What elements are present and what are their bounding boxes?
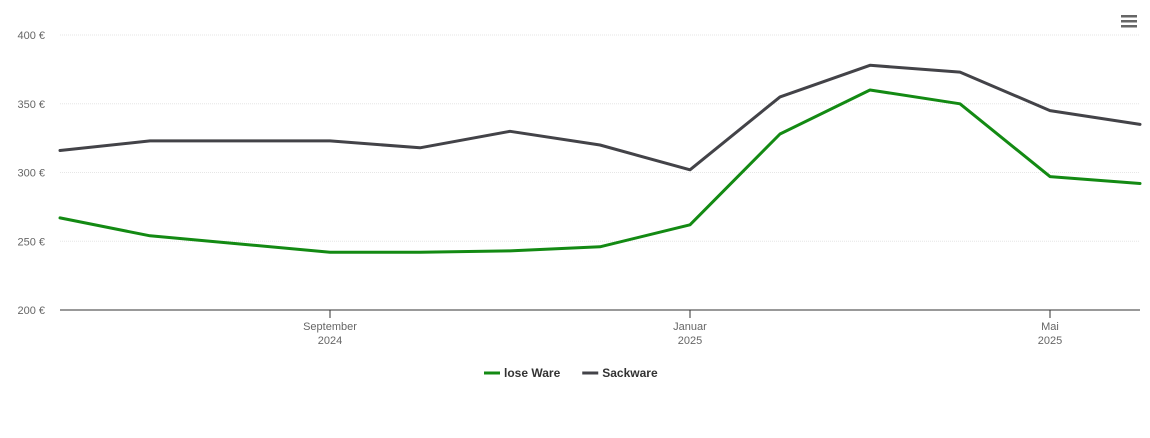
y-tick-label: 350 € [17, 99, 45, 111]
x-tick-label-line: Januar [673, 321, 707, 333]
series-line [58, 63, 1142, 172]
menu-button[interactable] [1118, 10, 1140, 32]
y-tick-label: 400 € [17, 30, 45, 42]
y-tick-label: 200 € [17, 305, 45, 317]
x-tick-label: Mai 2025 [1038, 321, 1062, 347]
legend-item[interactable]: lose Ware [484, 366, 561, 380]
legend-label: lose Ware [504, 366, 561, 380]
x-tick-label-line: Mai [1041, 321, 1059, 333]
x-tick-label: Januar 2025 [673, 321, 707, 347]
x-tick-label-line: 2025 [678, 335, 702, 347]
x-tick-label-line: 2024 [318, 335, 342, 347]
y-tick-label: 300 € [17, 168, 45, 180]
x-tick-label-line: September [303, 321, 357, 333]
series-line [58, 88, 1142, 254]
x-tick-label: September 2024 [303, 321, 357, 347]
x-tick-label-line: 2025 [1038, 335, 1062, 347]
menu-bar [1121, 20, 1137, 23]
menu-bar [1121, 25, 1137, 28]
menu-bar [1121, 15, 1137, 18]
y-tick-label: 250 € [17, 236, 45, 248]
legend-label: Sackware [602, 366, 658, 380]
legend: lose Ware Sackware [484, 366, 658, 380]
legend-item[interactable]: Sackware [582, 366, 658, 380]
